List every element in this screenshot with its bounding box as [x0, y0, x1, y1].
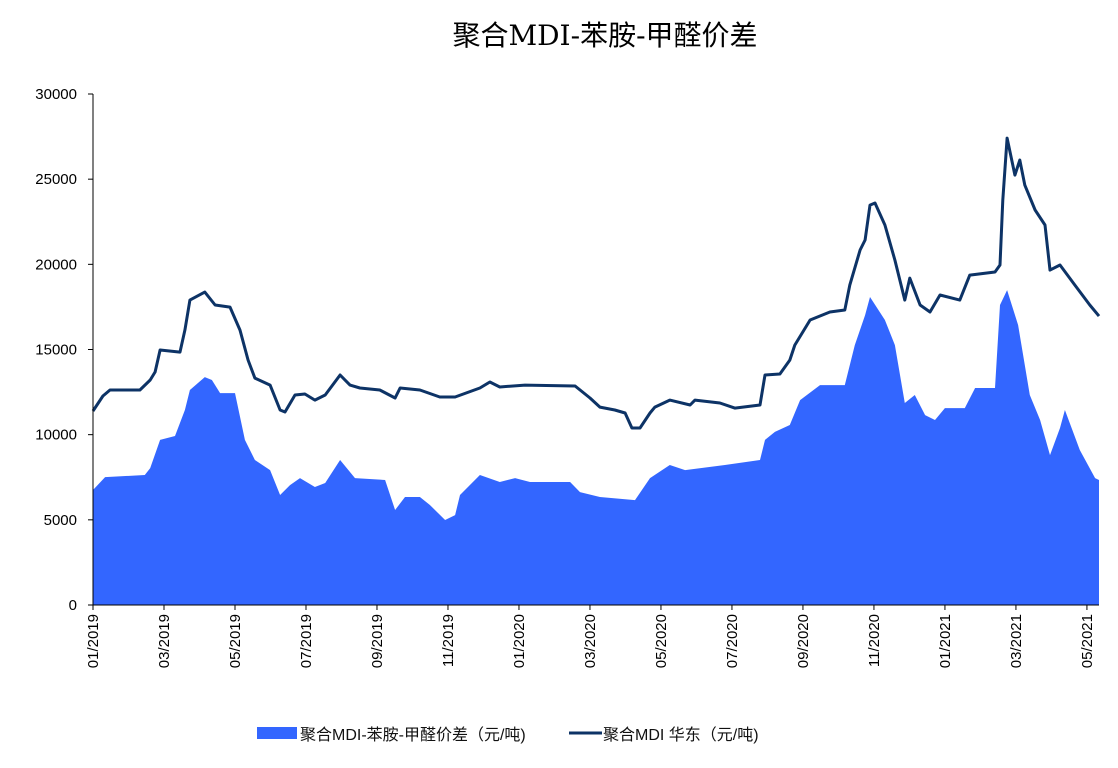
x-tick-label: 05/2019 — [227, 614, 244, 668]
series-line-mdi-price — [91, 136, 1101, 430]
x-tick-label: 01/2021 — [937, 614, 954, 668]
series-area-spread — [93, 290, 1099, 605]
x-tick-label: 05/2020 — [653, 614, 670, 668]
y-tick-label: 10000 — [35, 427, 77, 444]
x-tick-label: 07/2019 — [298, 614, 315, 668]
x-tick-label: 09/2019 — [369, 614, 386, 668]
y-tick-label: 30000 — [35, 86, 77, 103]
y-tick-label: 15000 — [35, 342, 77, 359]
chart-title: 聚合MDI-苯胺-甲醛价差 — [452, 19, 757, 52]
x-tick-label: 01/2019 — [85, 614, 102, 668]
x-tick-label: 11/2019 — [440, 614, 457, 667]
x-tick-label: 05/2021 — [1079, 614, 1096, 668]
y-tick-label: 0 — [69, 597, 77, 614]
legend: 聚合MDI-苯胺-甲醛价差（元/吨) 聚合MDI 华东（元/吨) — [257, 726, 759, 744]
x-tick-label: 11/2020 — [866, 614, 883, 667]
legend-label-price: 聚合MDI 华东（元/吨) — [603, 726, 759, 744]
x-tick-label: 07/2020 — [724, 614, 741, 668]
legend-swatch-spread — [257, 727, 297, 739]
y-tick-label: 25000 — [35, 171, 77, 188]
x-tick-label: 03/2019 — [156, 614, 173, 668]
x-tick-label: 09/2020 — [795, 614, 812, 668]
x-tick-label: 03/2020 — [582, 614, 599, 668]
x-tick-label: 03/2021 — [1008, 614, 1025, 668]
y-tick-label: 5000 — [44, 512, 77, 529]
x-tick-label: 01/2020 — [511, 614, 528, 668]
y-tick-label: 20000 — [35, 256, 77, 273]
legend-label-spread: 聚合MDI-苯胺-甲醛价差（元/吨) — [300, 726, 526, 744]
